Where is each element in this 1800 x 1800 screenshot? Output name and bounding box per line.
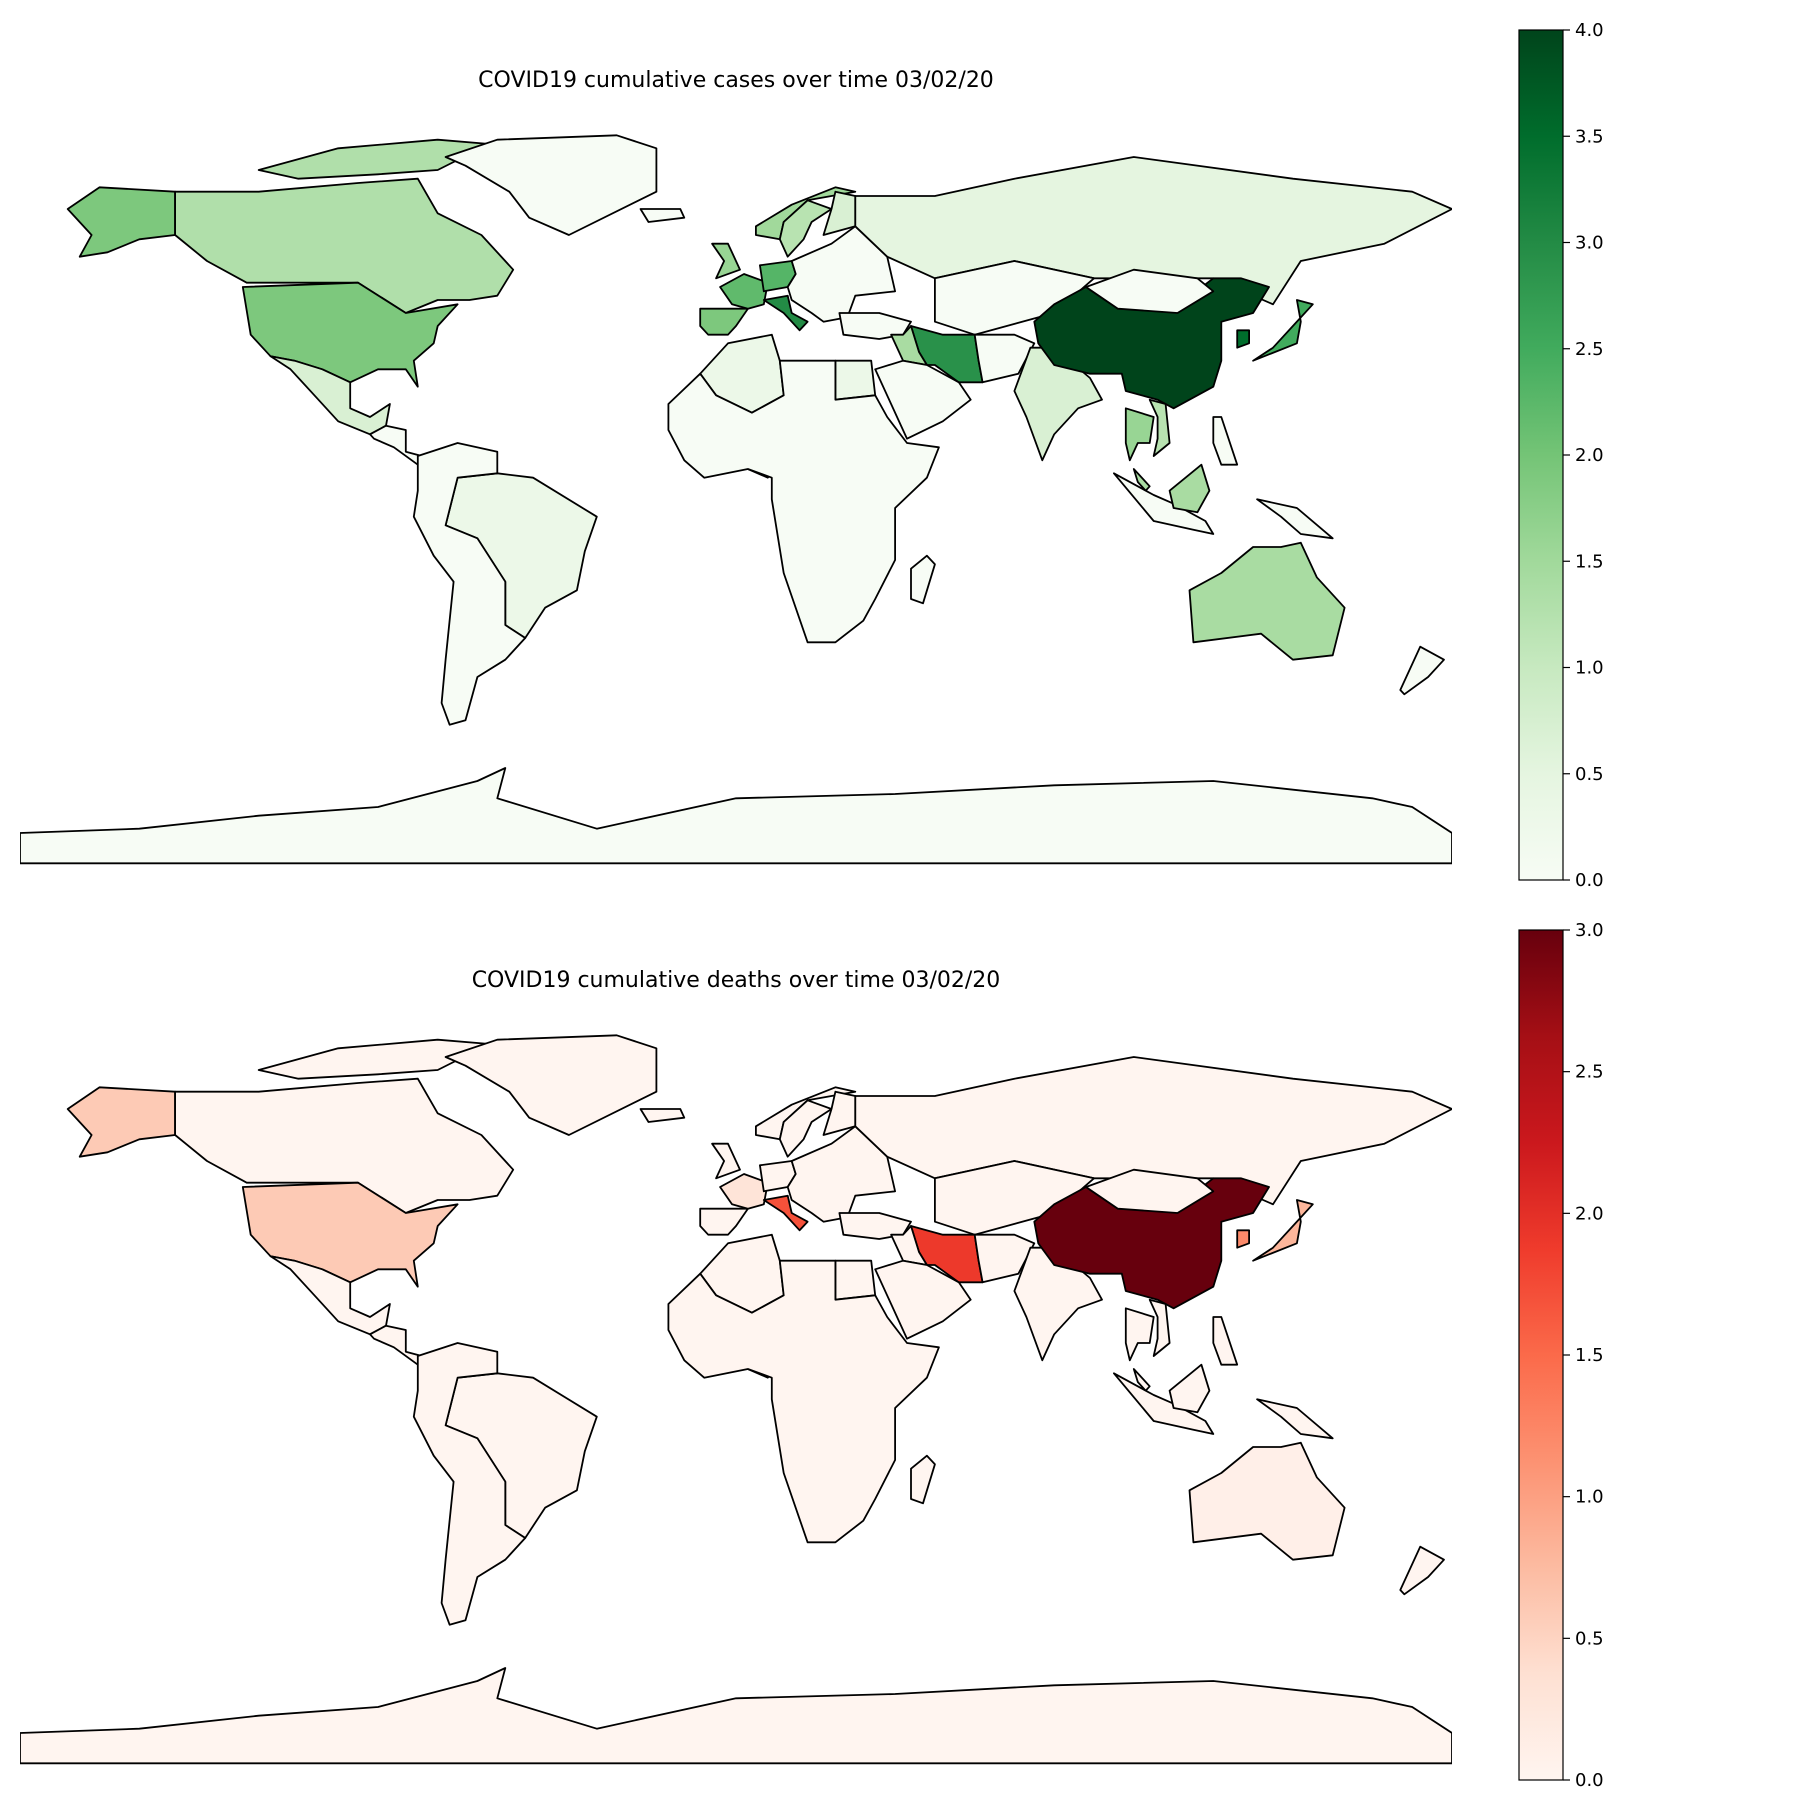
cases-map-title: COVID19 cumulative cases over time 03/02… bbox=[478, 68, 994, 93]
colorbar-tick-label: 2.0 bbox=[1575, 1203, 1604, 1224]
region-canada bbox=[174, 177, 515, 314]
colorbar-tick-label: 1.0 bbox=[1575, 1487, 1604, 1508]
deaths-map-title: COVID19 cumulative deaths over time 03/0… bbox=[471, 968, 1001, 993]
colorbar-gradient bbox=[1518, 29, 1564, 881]
region-antarctica bbox=[20, 1667, 1452, 1765]
region-egypt bbox=[834, 1259, 877, 1301]
region-united-kingdom bbox=[711, 242, 741, 280]
colorbar-tick-label: 0.5 bbox=[1575, 1628, 1604, 1649]
region-afghanistan-region bbox=[973, 333, 1036, 384]
region-thailand bbox=[1124, 1307, 1155, 1362]
colorbar-gradient bbox=[1518, 929, 1564, 1781]
region-alaska bbox=[66, 1086, 176, 1158]
region-russia bbox=[854, 156, 1452, 306]
region-spain bbox=[699, 1207, 749, 1236]
region-mongolia bbox=[1085, 268, 1215, 314]
region-france bbox=[719, 273, 769, 310]
deaths-colorbar: 0.0 0.5 1.0 1.5 2.0 2.5 3.0 bbox=[1518, 920, 1604, 1791]
region-mongolia bbox=[1085, 1168, 1215, 1214]
region-japan bbox=[1252, 1199, 1314, 1262]
region-mexico bbox=[269, 1255, 391, 1336]
region-antarctica bbox=[20, 767, 1452, 865]
region-alaska bbox=[66, 186, 176, 258]
region-finland bbox=[822, 1090, 857, 1136]
region-indonesia bbox=[1113, 1372, 1215, 1435]
region-greenland bbox=[444, 1034, 658, 1136]
deaths-panel: COVID19 cumulative deaths over time 03/0… bbox=[0, 900, 1800, 1800]
region-thailand bbox=[1124, 407, 1155, 462]
region-japan bbox=[1252, 299, 1314, 362]
cases-colorbar: 0.0 0.5 1.0 1.5 2.0 2.5 3.0 3.5 4.0 bbox=[1518, 20, 1604, 891]
region-africa-other bbox=[667, 359, 940, 644]
region-iceland bbox=[639, 208, 686, 223]
colorbar-tick-label: 0.0 bbox=[1575, 1770, 1604, 1791]
region-new-zealand bbox=[1399, 1545, 1445, 1596]
region-italy bbox=[762, 1194, 809, 1232]
region-south-korea bbox=[1236, 329, 1250, 349]
region-borneo bbox=[1168, 463, 1211, 514]
region-united-kingdom bbox=[711, 1142, 741, 1180]
region-new-guinea bbox=[1256, 498, 1334, 540]
region-sweden bbox=[778, 1099, 833, 1158]
region-vietnam bbox=[1148, 1298, 1171, 1357]
region-spain bbox=[699, 307, 749, 336]
region-australia bbox=[1188, 1441, 1346, 1561]
cases-world-map bbox=[20, 134, 1452, 865]
region-italy bbox=[762, 294, 809, 332]
colorbar-tick-label: 1.0 bbox=[1575, 658, 1604, 679]
colorbar-tick-label: 1.5 bbox=[1575, 551, 1604, 572]
colorbar-tick-label: 0.0 bbox=[1575, 870, 1604, 891]
region-madagascar bbox=[910, 1454, 936, 1505]
region-new-guinea bbox=[1256, 1398, 1334, 1440]
colorbar-tick-label: 1.5 bbox=[1575, 1345, 1604, 1366]
colorbar-tick-label: 2.0 bbox=[1575, 445, 1604, 466]
region-mexico bbox=[269, 355, 391, 436]
deaths-world-map bbox=[20, 1034, 1452, 1765]
region-australia bbox=[1188, 541, 1346, 661]
region-new-zealand bbox=[1399, 645, 1445, 696]
region-south-america-other bbox=[412, 442, 527, 726]
region-greenland bbox=[444, 134, 658, 236]
region-philippines bbox=[1212, 416, 1239, 466]
region-indonesia bbox=[1113, 472, 1215, 535]
colorbar-tick-label: 0.5 bbox=[1575, 764, 1604, 785]
region-philippines bbox=[1212, 1316, 1239, 1366]
region-afghanistan-region bbox=[973, 1233, 1036, 1284]
colorbar-tick-label: 4.0 bbox=[1575, 20, 1604, 41]
region-madagascar bbox=[910, 554, 936, 605]
region-vietnam bbox=[1148, 398, 1171, 457]
region-africa-other bbox=[667, 1259, 940, 1544]
region-russia bbox=[854, 1056, 1452, 1206]
region-iceland bbox=[639, 1108, 686, 1123]
region-france bbox=[719, 1173, 769, 1210]
region-canada bbox=[174, 1077, 515, 1214]
cases-panel: COVID19 cumulative cases over time 03/02… bbox=[20, 20, 1604, 891]
colorbar-tick-label: 2.5 bbox=[1575, 1062, 1604, 1083]
region-arabia bbox=[874, 1259, 972, 1340]
colorbar-tick-label: 2.5 bbox=[1575, 339, 1604, 360]
region-south-america-other bbox=[412, 1342, 527, 1626]
colorbar-tick-label: 3.0 bbox=[1575, 920, 1604, 941]
region-arabia bbox=[874, 359, 972, 440]
region-sweden bbox=[778, 199, 833, 258]
region-borneo bbox=[1168, 1363, 1211, 1414]
region-egypt bbox=[834, 359, 877, 401]
region-finland bbox=[822, 190, 857, 236]
region-south-korea bbox=[1236, 1229, 1250, 1249]
colorbar-tick-label: 3.0 bbox=[1575, 233, 1604, 254]
colorbar-tick-label: 3.5 bbox=[1575, 126, 1604, 147]
